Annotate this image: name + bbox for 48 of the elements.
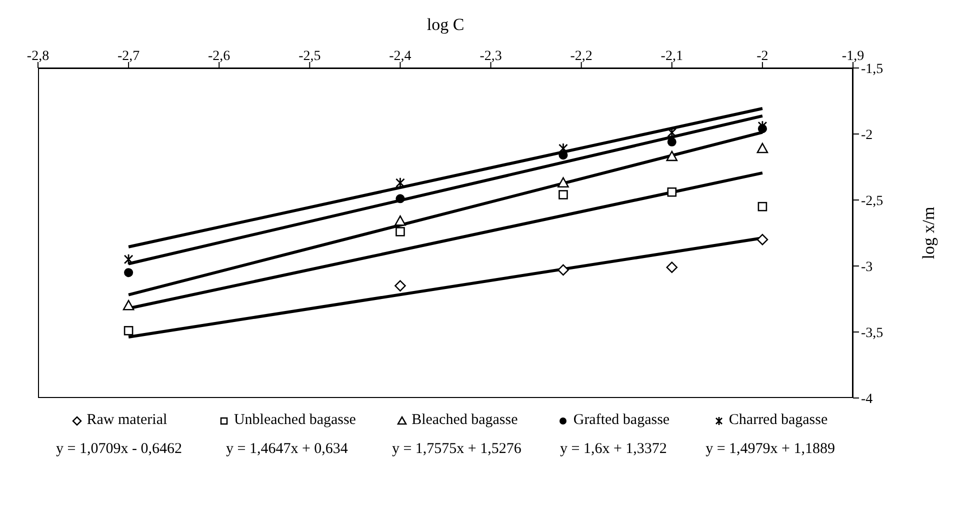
x-tick-label: -2,7 [117, 49, 140, 64]
x-tick-label: -2,1 [660, 49, 683, 64]
point [756, 142, 768, 154]
point [122, 300, 134, 310]
y-tick-label: -2,5 [861, 194, 884, 209]
legend-label: Bleached bagasse [412, 412, 518, 429]
x-tick-label: -2,3 [480, 49, 502, 64]
point [124, 268, 134, 278]
point [666, 262, 678, 273]
x-tick-label: -2,8 [26, 49, 50, 64]
y-axis-title: log x/m [919, 206, 938, 260]
point [124, 254, 134, 266]
x-axis-title: log C [426, 15, 464, 34]
x-tick-label: -2,6 [208, 49, 230, 64]
point [394, 280, 406, 292]
point [394, 215, 406, 226]
text: y = 1,4647x + 0,634 [226, 441, 348, 458]
y-tick-label: -3,5 [861, 326, 884, 341]
y-tick-label: -2 [861, 128, 873, 143]
legend-label: Charred bagasse [728, 412, 828, 429]
point [396, 227, 405, 236]
point [558, 264, 569, 276]
point [667, 187, 677, 197]
point [558, 190, 568, 200]
y-tick-label: -4 [861, 392, 873, 407]
point [558, 177, 569, 188]
x-tick-label: -2 [756, 49, 768, 64]
y-tick-label: -3 [861, 260, 873, 275]
point [667, 137, 676, 146]
x-tick-label: -2,4 [389, 49, 412, 64]
text: y = 1,6x + 1,3372 [560, 441, 667, 458]
point [558, 142, 568, 154]
x-tick-label: -2,5 [298, 49, 321, 64]
text: y = 1,0709x - 0,6462 [56, 441, 182, 458]
y-tick-label: -1,5 [861, 62, 884, 77]
text: y = 1,4979x + 1,1889 [706, 441, 835, 458]
legend-label: Grafted bagasse [573, 412, 670, 429]
legend-label: Raw material [86, 412, 168, 429]
point [396, 194, 405, 204]
point [758, 202, 768, 212]
text: y = 1,7575x + 1,5276 [392, 441, 522, 458]
x-tick-label: -1,9 [842, 49, 864, 64]
legend-label: Unbleached bagasse [234, 412, 356, 429]
point [756, 234, 768, 246]
point [666, 150, 678, 162]
x-tick-label: -2,2 [570, 49, 592, 64]
point [124, 326, 134, 336]
point [758, 120, 768, 132]
